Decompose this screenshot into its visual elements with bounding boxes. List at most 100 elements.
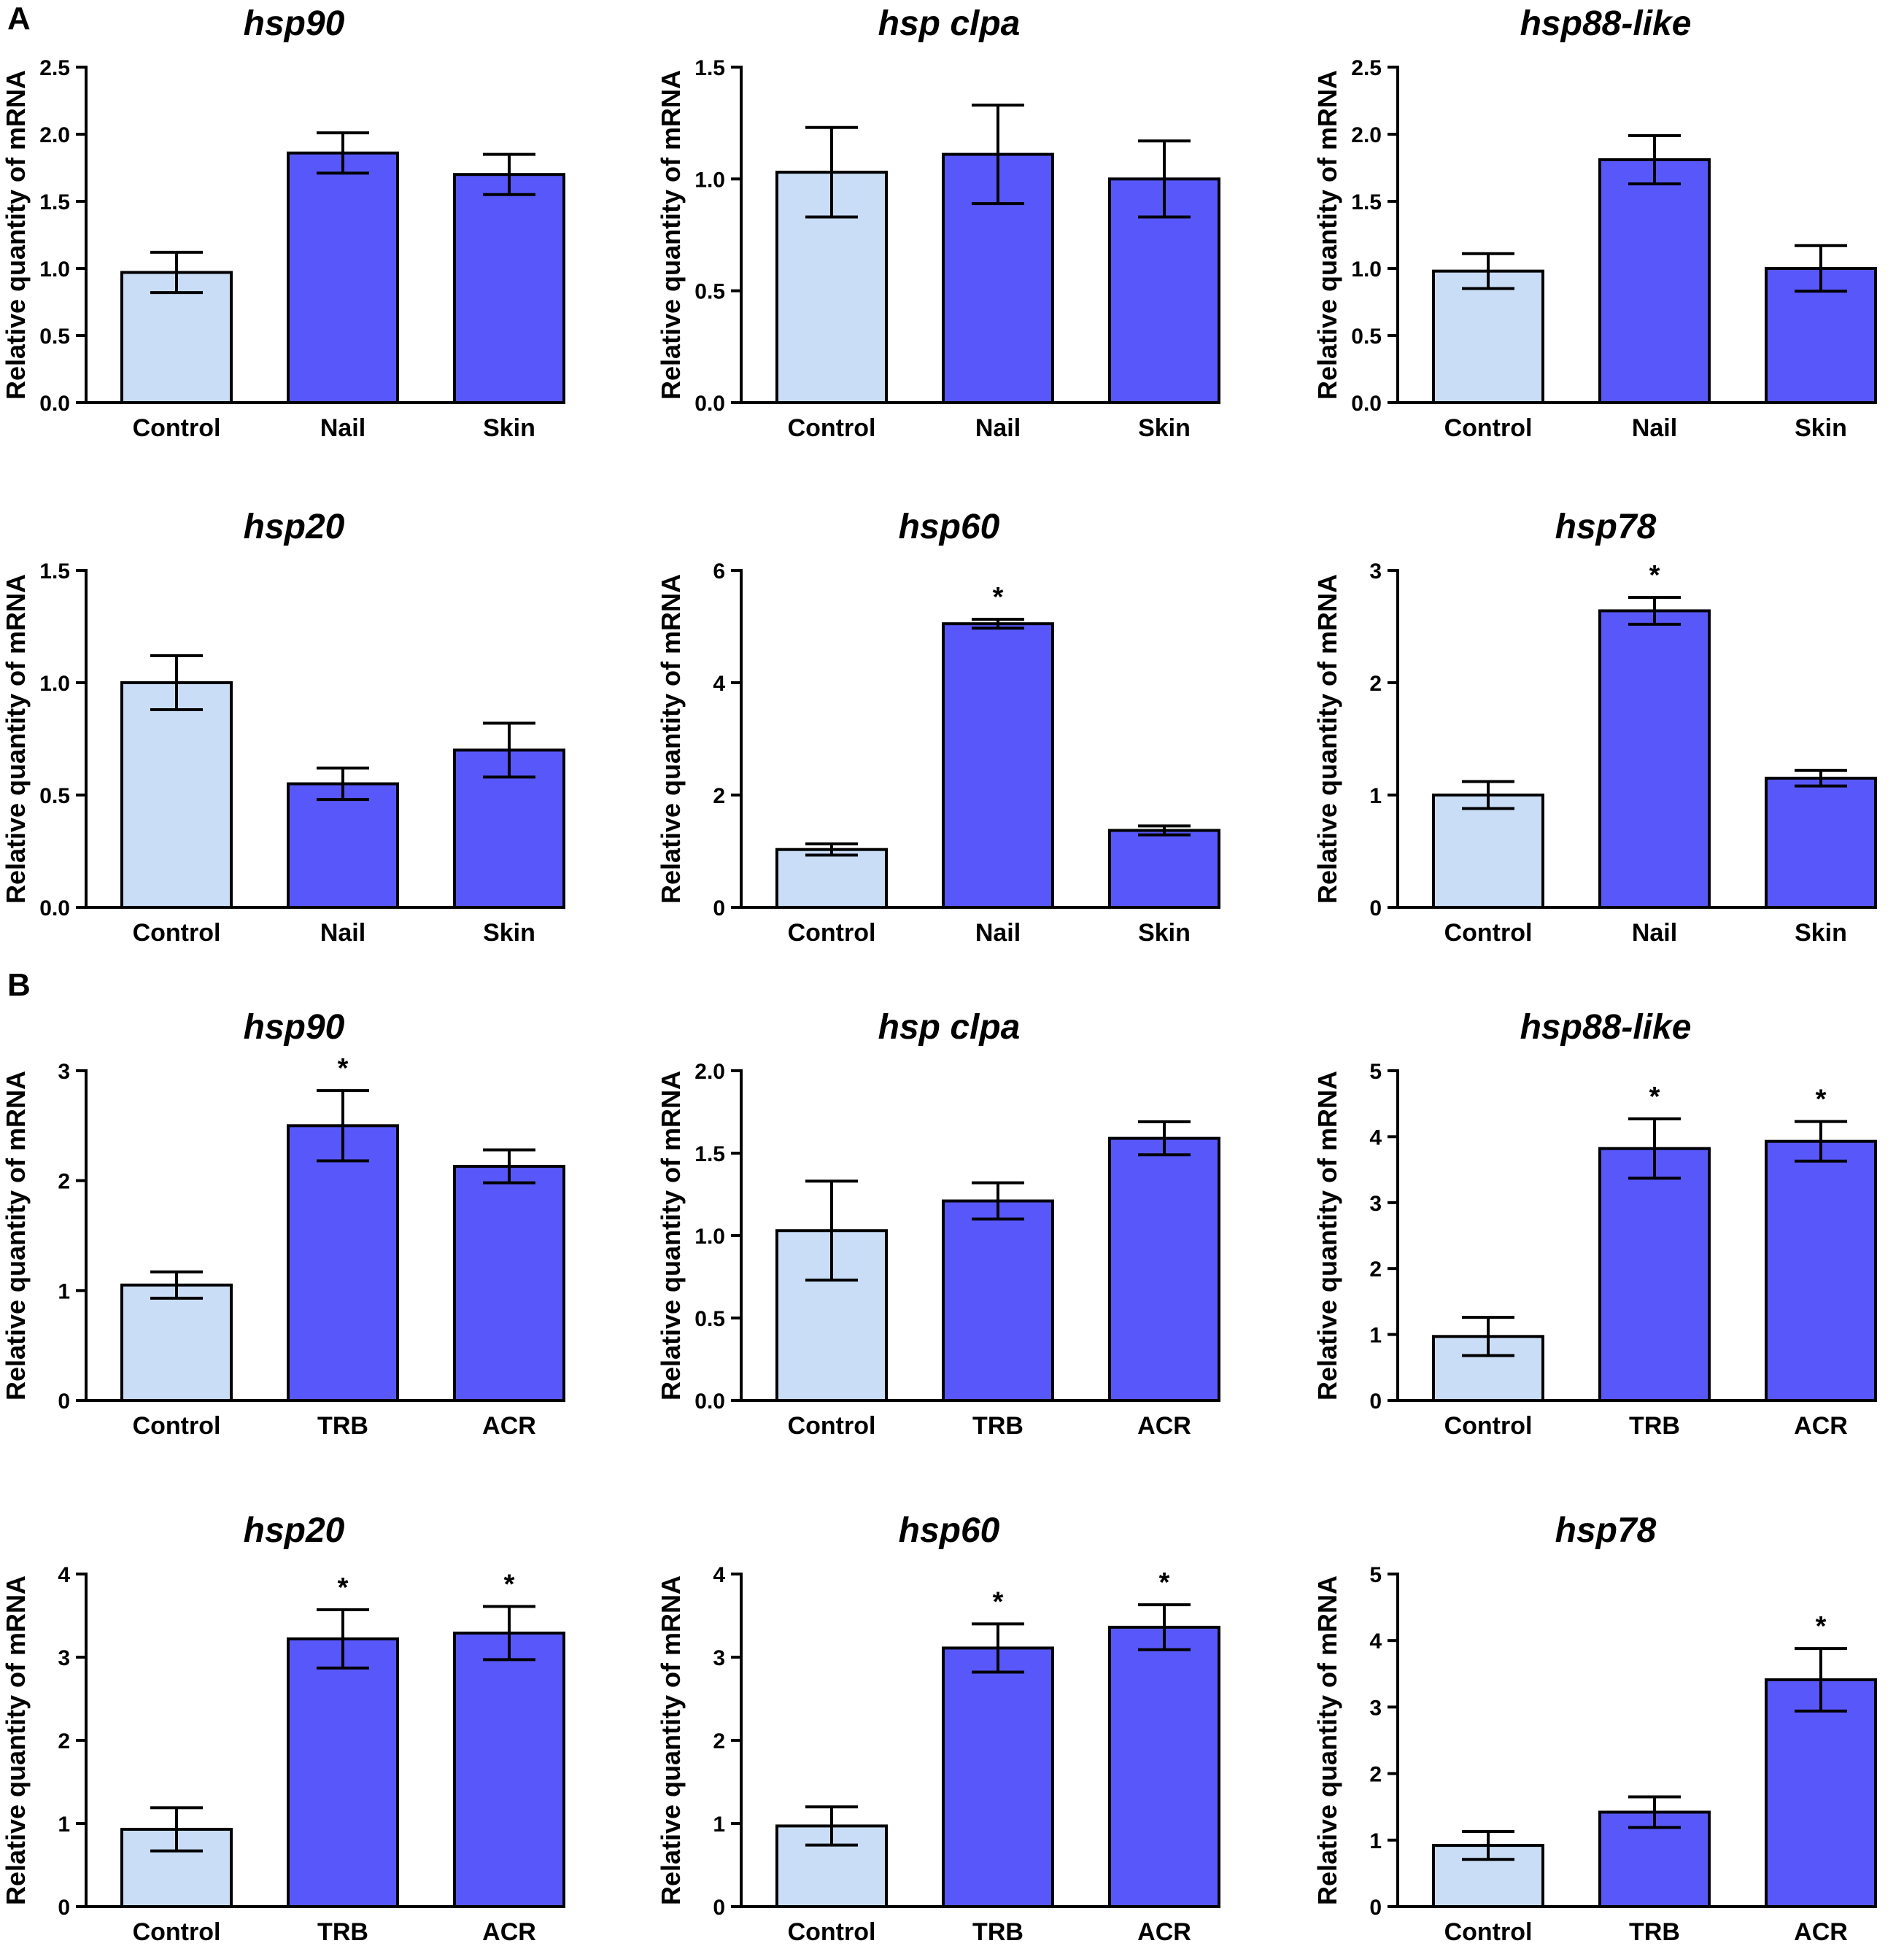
bar-nail	[287, 151, 399, 404]
category-label: Nail	[975, 919, 1021, 947]
y-tick-label: 3	[1369, 1696, 1382, 1720]
chart-title: hsp88-like	[1520, 4, 1692, 43]
y-tick-label: 1.0	[1351, 257, 1382, 282]
y-tick-label: 0	[1369, 896, 1382, 920]
significance-asterisk: *	[1159, 1567, 1170, 1598]
y-tick-label: 5	[1369, 1060, 1382, 1084]
y-tick-label: 0.0	[39, 896, 70, 920]
bar-nail	[942, 622, 1054, 910]
category-label: ACR	[482, 1412, 536, 1440]
bar-trb	[942, 1199, 1054, 1403]
y-tick-label: 1	[713, 1813, 725, 1837]
y-tick-label: 3	[1369, 559, 1382, 584]
chart-title: hsp78	[1555, 508, 1657, 546]
y-tick-label: 0	[713, 1896, 725, 1920]
chart-title: hsp clpa	[878, 4, 1021, 43]
y-tick-label: 0.0	[694, 1389, 725, 1414]
y-tick-label: 0	[713, 896, 725, 920]
y-tick-label: 4	[1369, 1125, 1382, 1150]
category-label: Control	[788, 1412, 876, 1440]
y-tick-label: 1	[1369, 1829, 1382, 1853]
y-tick-label: 2	[1369, 1257, 1382, 1282]
chart-8: hsp clpa Relative quantity of mRNA 0.0 0.5 1…	[656, 1008, 1220, 1440]
y-tick-label: 0.5	[694, 280, 725, 304]
y-tick-label: 4	[58, 1563, 70, 1587]
chart-4: hsp20 Relative quantity of mRNA 0.0 0.5 1.0 1…	[1, 508, 565, 947]
category-label: Skin	[1795, 919, 1847, 947]
y-axis-label: Relative quantity of mRNA	[1312, 70, 1342, 400]
category-label: Nail	[1632, 919, 1677, 947]
bar-acr	[1108, 1625, 1220, 1908]
category-label: TRB	[1629, 1918, 1680, 1946]
significance-asterisk: *	[993, 1586, 1004, 1617]
y-tick-label: 4	[713, 1563, 725, 1587]
chart-11: hsp60 Relative quantity of mRNA 0 1 2 3 4 Contr…	[656, 1511, 1220, 1946]
chart-5: hsp60 Relative quantity of mRNA 0 2 4 6 Contro…	[656, 508, 1220, 947]
chart-title: hsp90	[244, 4, 345, 43]
chart-title: hsp20	[244, 508, 345, 546]
chart-title: hsp60	[899, 508, 1000, 546]
y-axis-label: Relative quantity of mRNA	[1, 1575, 31, 1905]
significance-asterisk: *	[1649, 560, 1660, 591]
y-axis-label: Relative quantity of mRNA	[1312, 1071, 1342, 1400]
y-tick-label: 2	[713, 784, 725, 808]
y-tick-label: 0.5	[39, 325, 70, 349]
category-label: Skin	[1138, 919, 1191, 947]
y-tick-label: 1.5	[694, 56, 725, 80]
y-axis-label: Relative quantity of mRNA	[656, 1071, 686, 1400]
chart-title: hsp90	[244, 1008, 345, 1047]
category-label: ACR	[1137, 1918, 1191, 1946]
y-tick-label: 3	[58, 1060, 70, 1084]
y-axis-label: Relative quantity of mRNA	[656, 1575, 686, 1905]
bar-skin	[453, 173, 565, 404]
y-tick-label: 1.0	[694, 1225, 725, 1249]
y-axis-label: Relative quantity of mRNA	[656, 70, 686, 400]
chart-2: hsp clpa Relative quantity of mRNA 0.0 0.5 1…	[656, 4, 1220, 442]
bar-acr	[1765, 1139, 1877, 1403]
category-label: ACR	[1137, 1412, 1191, 1440]
chart-10: hsp20 Relative quantity of mRNA 0 1 2 3 4 Contr…	[1, 1511, 565, 1946]
significance-asterisk: *	[993, 582, 1004, 613]
y-tick-label: 2.0	[1351, 123, 1382, 147]
category-label: TRB	[317, 1918, 368, 1946]
category-label: Control	[1444, 919, 1533, 947]
chart-grid: hsp90 Relative quantity of mRNA 0.0 0.5 1.0 1…	[1, 4, 1877, 1946]
y-tick-label: 2	[1369, 1763, 1382, 1787]
category-label: Control	[133, 414, 221, 442]
category-label: ACR	[482, 1918, 536, 1946]
panel-letter-b: B	[7, 967, 31, 1003]
y-tick-label: 1	[58, 1279, 70, 1303]
y-tick-label: 2.5	[1351, 56, 1382, 80]
chart-title: hsp88-like	[1520, 1008, 1692, 1047]
bar-nail	[287, 782, 399, 909]
category-label: Control	[133, 1412, 221, 1440]
chart-title: hsp60	[899, 1511, 1000, 1550]
y-tick-label: 2	[1369, 672, 1382, 696]
y-tick-label: 0	[58, 1896, 70, 1920]
chart-9: hsp88-like Relative quantity of mRNA 0 1 2 3 4…	[1312, 1008, 1877, 1440]
category-label: Nail	[320, 919, 365, 947]
category-label: Control	[133, 919, 221, 947]
y-tick-label: 1	[58, 1813, 70, 1837]
category-label: Control	[1444, 1918, 1533, 1946]
chart-title: hsp clpa	[878, 1008, 1021, 1047]
bar-acr	[1765, 1678, 1877, 1909]
chart-3: hsp88-like Relative quantity of mRNA 0.0 0.…	[1312, 4, 1877, 442]
category-label: ACR	[1794, 1918, 1848, 1946]
y-tick-label: 0	[1369, 1389, 1382, 1414]
category-label: Control	[788, 1918, 876, 1946]
category-label: Skin	[483, 414, 535, 442]
y-tick-label: 0	[1369, 1896, 1382, 1920]
chart-title: hsp20	[244, 1511, 345, 1550]
bar-trb	[1598, 1810, 1711, 1909]
y-tick-label: 0.5	[1351, 325, 1382, 349]
category-label: Control	[1444, 414, 1533, 442]
y-tick-label: 0.5	[39, 784, 70, 808]
y-tick-label: 0.5	[694, 1307, 725, 1331]
bar-acr	[453, 1631, 565, 1908]
y-tick-label: 0.0	[694, 392, 725, 416]
y-tick-label: 1.5	[39, 190, 70, 214]
category-label: Skin	[1138, 414, 1191, 442]
y-tick-label: 1.5	[39, 559, 70, 584]
